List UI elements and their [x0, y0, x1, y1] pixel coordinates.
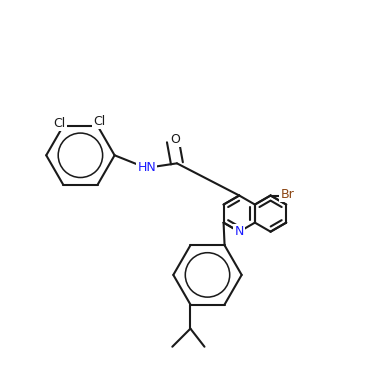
Text: Br: Br	[281, 188, 295, 201]
Text: HN: HN	[137, 161, 156, 174]
Text: O: O	[170, 133, 180, 146]
Text: N: N	[235, 225, 244, 238]
Text: Cl: Cl	[93, 115, 106, 128]
Text: Cl: Cl	[53, 117, 66, 130]
